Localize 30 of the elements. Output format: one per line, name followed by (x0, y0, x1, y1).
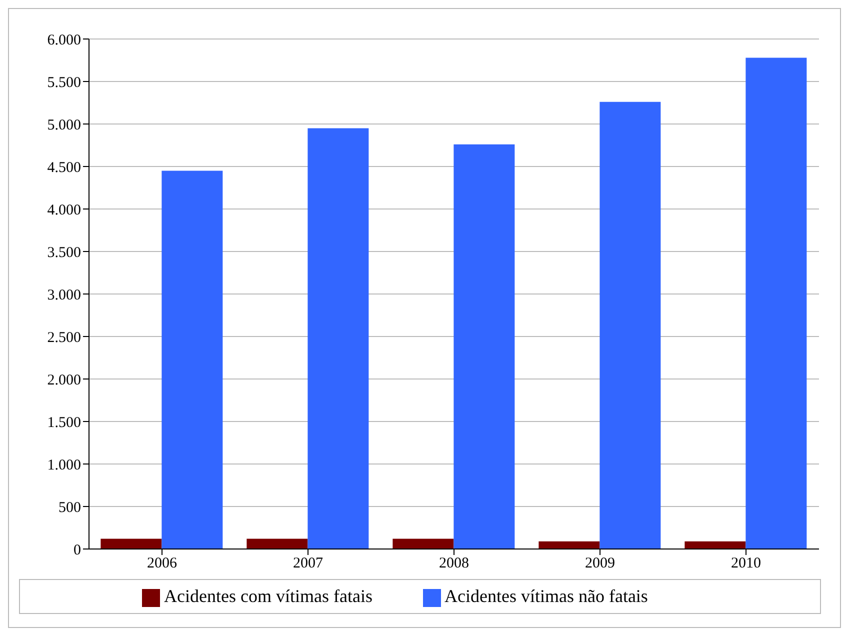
y-tick-label: 3.500 (47, 244, 81, 261)
x-tick-label: 2010 (731, 556, 761, 572)
x-tick-label: 2007 (293, 556, 324, 572)
bar (538, 541, 600, 549)
y-tick-label: 500 (58, 500, 81, 516)
y-tick-label: 0 (74, 542, 81, 558)
bar (684, 541, 746, 549)
y-tick-label: 5.500 (47, 74, 81, 91)
y-tick-label: 1.000 (47, 457, 81, 474)
bar (100, 538, 162, 549)
bar (308, 128, 369, 549)
bar (746, 58, 807, 549)
y-tick-label: 6.000 (47, 32, 81, 48)
bar (600, 102, 661, 549)
bar (454, 144, 515, 549)
y-tick-label: 5.000 (47, 117, 81, 134)
legend-label: Acidentes com vítimas fatais (164, 586, 372, 606)
x-tick-label: 2009 (585, 556, 615, 572)
y-tick-label: 4.000 (47, 202, 81, 218)
y-tick-label: 2.500 (47, 330, 81, 346)
bar (162, 170, 223, 549)
x-tick-label: 2006 (147, 556, 178, 572)
y-tick-label: 4.500 (47, 160, 81, 176)
y-tick-label: 3.000 (47, 287, 81, 304)
y-tick-label: 1.500 (47, 414, 81, 431)
y-tick-label: 2.000 (47, 372, 81, 388)
x-tick-label: 2008 (439, 556, 469, 572)
legend-label: Acidentes vítimas não fatais (444, 586, 648, 606)
bar (246, 538, 308, 549)
bar (392, 538, 454, 549)
